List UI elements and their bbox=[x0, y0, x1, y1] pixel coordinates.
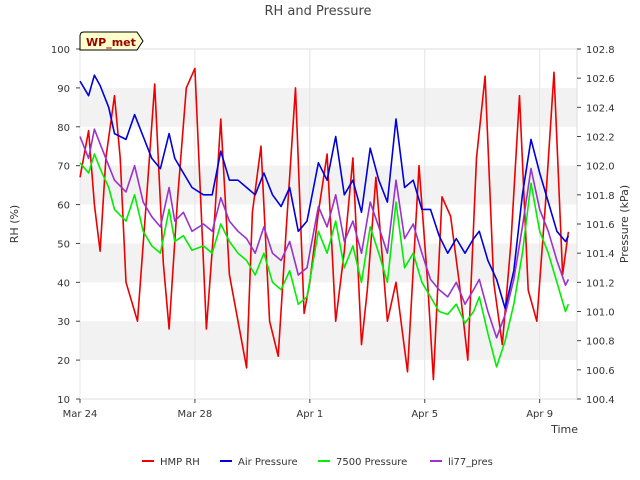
series-line-li77-pres bbox=[79, 128, 570, 339]
site-badge: WP_met bbox=[79, 31, 144, 51]
y-right-tick-label: 100.4 bbox=[586, 395, 615, 406]
y-right-tick-label: 102.2 bbox=[586, 133, 615, 144]
x-tick-label: Apr 1 bbox=[296, 409, 323, 420]
y-left-tick-label: 80 bbox=[57, 123, 70, 134]
series-line-7500-pressure bbox=[79, 153, 570, 368]
y-right-tick-label: 101.4 bbox=[586, 249, 615, 260]
y-right-label: Pressure (kPa) bbox=[618, 185, 631, 263]
y-left-tick-label: 20 bbox=[57, 356, 70, 367]
site-badge-label: WP_met bbox=[86, 36, 136, 49]
y-left-tick-label: 30 bbox=[57, 317, 70, 328]
y-left-tick-label: 50 bbox=[57, 239, 70, 250]
y-right-tick-label: 101.8 bbox=[586, 191, 615, 202]
y-left-label: RH (%) bbox=[8, 205, 21, 243]
chart-title: RH and Pressure bbox=[264, 4, 371, 19]
y-right-axis: 100.4 100.6 100.8 101.0 101.2 101.4 101.6 101.8… bbox=[577, 45, 615, 406]
y-left-tick-label: 100 bbox=[51, 45, 70, 56]
series-layer bbox=[79, 67, 570, 381]
y-right-tick-label: 101.2 bbox=[586, 278, 615, 289]
grid-band bbox=[80, 87, 577, 127]
y-right-tick-label: 101.6 bbox=[586, 220, 615, 231]
x-label: Time bbox=[550, 423, 578, 436]
y-right-tick-label: 100.8 bbox=[586, 337, 615, 348]
y-left-tick-label: 90 bbox=[57, 84, 70, 95]
y-left-tick-label: 60 bbox=[57, 201, 70, 212]
y-right-tick-label: 101.0 bbox=[586, 308, 615, 319]
y-left-tick-label: 10 bbox=[57, 395, 70, 406]
y-right-tick-label: 102.4 bbox=[586, 103, 615, 114]
y-right-tick-label: 102.0 bbox=[586, 162, 615, 173]
legend-label: Air Pressure bbox=[238, 457, 298, 468]
legend-label: 7500 Pressure bbox=[336, 457, 407, 468]
grid-bands bbox=[80, 87, 577, 361]
x-axis: Mar 24 Mar 28 Apr 1 Apr 5 Apr 9 bbox=[63, 399, 553, 420]
x-tick-label: Apr 5 bbox=[411, 409, 438, 420]
y-left-tick-label: 70 bbox=[57, 162, 70, 173]
series-line-air-pressure bbox=[79, 74, 570, 310]
x-tick-label: Apr 9 bbox=[526, 409, 553, 420]
y-right-tick-label: 102.6 bbox=[586, 74, 615, 85]
legend: HMP RH Air Pressure 7500 Pressure li77_pres bbox=[142, 457, 493, 468]
y-left-tick-label: 40 bbox=[57, 278, 70, 289]
x-tick-label: Mar 24 bbox=[63, 409, 98, 420]
series-line-hmp-rh bbox=[79, 67, 570, 381]
y-right-tick-label: 100.6 bbox=[586, 366, 615, 377]
y-left-axis: 10 20 30 40 50 60 70 80 90 100 bbox=[51, 45, 80, 406]
grid-band bbox=[80, 321, 577, 361]
y-right-tick-label: 102.8 bbox=[586, 45, 615, 56]
legend-label: HMP RH bbox=[160, 457, 200, 468]
legend-label: li77_pres bbox=[448, 457, 493, 468]
x-tick-label: Mar 28 bbox=[178, 409, 213, 420]
x-gridlines bbox=[79, 49, 541, 399]
